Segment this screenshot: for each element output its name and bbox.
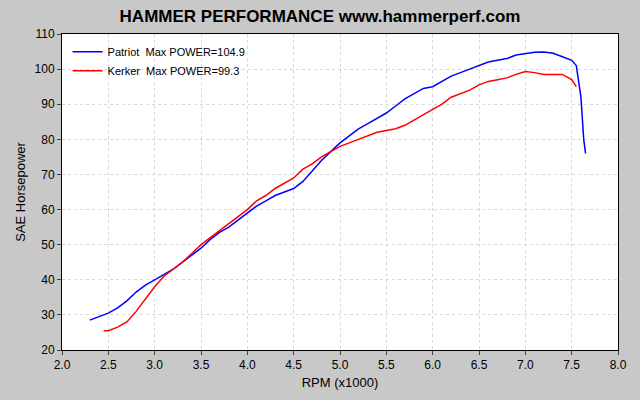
svg-text:5.0: 5.0 bbox=[332, 358, 349, 372]
svg-text:50: 50 bbox=[41, 238, 55, 252]
svg-text:3.0: 3.0 bbox=[146, 358, 163, 372]
svg-text:8.0: 8.0 bbox=[610, 358, 627, 372]
svg-text:20: 20 bbox=[41, 343, 55, 357]
svg-text:30: 30 bbox=[41, 308, 55, 322]
svg-text:SAE Horsepower: SAE Horsepower bbox=[13, 141, 28, 241]
svg-text:4.5: 4.5 bbox=[285, 358, 302, 372]
svg-text:6.5: 6.5 bbox=[471, 358, 488, 372]
svg-text:70: 70 bbox=[41, 168, 55, 182]
svg-text:100: 100 bbox=[35, 62, 55, 76]
svg-text:Patriot Max POWER=104.9: Patriot Max POWER=104.9 bbox=[108, 46, 245, 58]
svg-text:HAMMER PERFORMANCE www.hammerp: HAMMER PERFORMANCE www.hammerperf.com bbox=[120, 7, 521, 26]
svg-text:5.5: 5.5 bbox=[378, 358, 395, 372]
svg-text:RPM (x1000): RPM (x1000) bbox=[302, 375, 379, 390]
svg-text:7.5: 7.5 bbox=[563, 358, 580, 372]
svg-text:2.5: 2.5 bbox=[100, 358, 117, 372]
svg-text:90: 90 bbox=[41, 97, 55, 111]
svg-text:4.0: 4.0 bbox=[239, 358, 256, 372]
svg-text:80: 80 bbox=[41, 133, 55, 147]
svg-text:6.0: 6.0 bbox=[424, 358, 441, 372]
svg-text:Kerker Max POWER=99.3: Kerker Max POWER=99.3 bbox=[108, 65, 240, 77]
svg-text:3.5: 3.5 bbox=[193, 358, 210, 372]
svg-text:60: 60 bbox=[41, 203, 55, 217]
svg-text:40: 40 bbox=[41, 273, 55, 287]
svg-text:7.0: 7.0 bbox=[517, 358, 534, 372]
svg-text:110: 110 bbox=[35, 27, 54, 41]
svg-text:2.0: 2.0 bbox=[54, 358, 71, 372]
